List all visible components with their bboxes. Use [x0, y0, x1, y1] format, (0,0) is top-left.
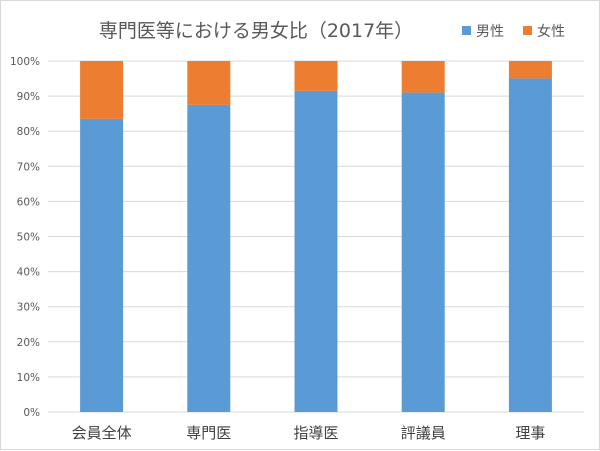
y-tick-label: 10% — [17, 372, 40, 384]
x-tick-label: 会員全体 — [72, 424, 132, 442]
y-tick-label: 20% — [17, 337, 40, 349]
y-tick-label: 100% — [10, 56, 40, 68]
chart-title: 専門医等における男女比（2017年） — [99, 20, 413, 42]
x-tick-label: 専門医 — [186, 424, 231, 442]
y-tick-label: 50% — [17, 232, 40, 244]
bar-segment-male — [401, 92, 445, 412]
bar-segment-female — [80, 61, 124, 119]
y-tick-label: 70% — [17, 161, 40, 173]
bar-segment-female — [401, 61, 445, 93]
y-tick-label: 80% — [17, 126, 40, 138]
legend: 男性 女性 — [462, 23, 565, 40]
bar-segment-male — [508, 78, 552, 413]
bar-segment-female — [508, 61, 552, 79]
x-tick-label: 指導医 — [293, 424, 338, 442]
y-tick-label: 0% — [23, 407, 40, 419]
x-tick-label: 理事 — [515, 424, 545, 442]
bar-segment-male — [187, 104, 231, 412]
legend-swatch-female — [523, 26, 532, 35]
bar-segment-female — [294, 61, 338, 91]
bar-segment-male — [294, 90, 338, 413]
bars — [80, 61, 552, 413]
y-tick-label: 40% — [17, 267, 40, 279]
x-axis-ticks: 会員全体 専門医 指導医 評議員 理事 — [72, 424, 546, 442]
bar-segment-male — [80, 118, 124, 412]
legend-label-female: 女性 — [537, 23, 565, 40]
y-axis-ticks: 0% 10% 20% 30% 40% 50% 60% 70% 80% 90% 100% — [10, 56, 40, 419]
x-tick-label: 評議員 — [401, 424, 446, 442]
legend-label-male: 男性 — [476, 24, 504, 40]
bar-segment-female — [187, 61, 231, 105]
y-tick-label: 90% — [17, 91, 40, 103]
y-tick-label: 30% — [17, 302, 40, 314]
legend-swatch-male — [462, 26, 471, 35]
y-tick-label: 60% — [17, 196, 40, 208]
